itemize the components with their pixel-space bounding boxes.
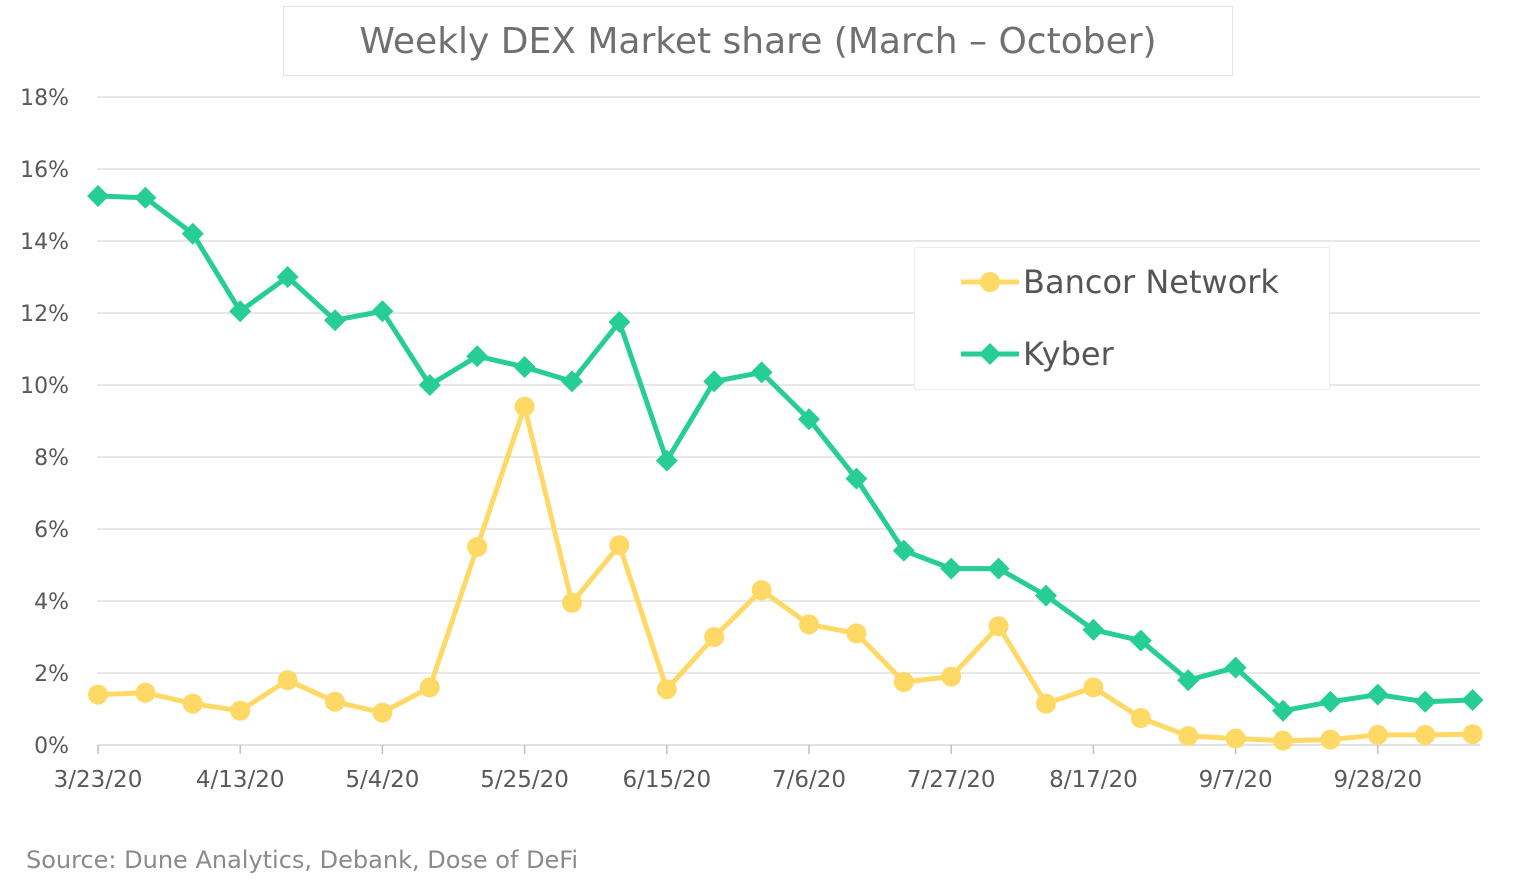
point-bancor-network-12 [656, 679, 677, 700]
source-note: Source: Dune Analytics, Debank, Dose of … [26, 846, 579, 874]
x-axis-tick-labels: 3/23/20 4/13/20 5/4/20 5/25/20 6/15/20 7/6/20… [54, 767, 1422, 793]
point-bancor-network-26 [1320, 729, 1341, 750]
point-kyber-5 [324, 309, 346, 332]
point-kyber-9 [513, 356, 536, 378]
x-tick-label-0: 3/23/20 [54, 767, 143, 793]
series-kyber [87, 185, 1484, 722]
x-tick-label-3: 5/25/20 [480, 767, 569, 793]
y-tick-label-6: 12% [20, 302, 69, 327]
y-tick-label-2: 4% [34, 590, 69, 615]
series-bancor-network [88, 396, 1483, 751]
x-tick-label-4: 6/15/20 [622, 767, 711, 793]
point-bancor-network-29 [1462, 724, 1483, 745]
point-kyber-14 [750, 361, 773, 384]
point-kyber-1 [134, 186, 157, 209]
point-kyber-2 [181, 222, 204, 245]
point-bancor-network-25 [1273, 730, 1293, 751]
x-tick-label-5: 7/6/20 [772, 767, 846, 793]
y-tick-label-9: 18% [20, 86, 69, 111]
point-bancor-network-2 [182, 693, 203, 714]
point-kyber-29 [1461, 689, 1484, 711]
point-bancor-network-19 [988, 616, 1009, 637]
point-kyber-25 [1272, 699, 1294, 722]
point-bancor-network-3 [230, 700, 251, 721]
point-kyber-23 [1177, 669, 1200, 692]
point-bancor-network-0 [88, 684, 108, 705]
legend-label-bancor-network: Bancor Network [1023, 263, 1279, 301]
y-tick-label-3: 6% [34, 518, 69, 543]
y-tick-label-5: 10% [20, 374, 69, 399]
point-bancor-network-18 [941, 666, 962, 687]
point-bancor-network-20 [1036, 693, 1056, 714]
point-bancor-network-22 [1130, 708, 1151, 728]
point-bancor-network-7 [419, 677, 440, 698]
point-bancor-network-13 [704, 627, 725, 647]
y-axis-tick-labels: 0% 2% 4% 6% 8% 10% 12% 14% 16% 18% [20, 86, 69, 759]
x-axis [97, 744, 1480, 754]
point-kyber-18 [940, 557, 963, 580]
point-bancor-network-9 [514, 396, 535, 417]
point-bancor-network-27 [1367, 724, 1388, 745]
legend-swatch-bancor-network [961, 272, 1019, 292]
point-kyber-16 [845, 467, 868, 490]
point-kyber-19 [987, 557, 1010, 580]
point-bancor-network-21 [1083, 677, 1104, 698]
point-bancor-network-16 [846, 623, 867, 644]
point-kyber-21 [1082, 618, 1105, 641]
point-bancor-network-1 [135, 682, 156, 703]
y-tick-label-8: 16% [20, 158, 69, 183]
point-bancor-network-8 [467, 537, 488, 557]
point-kyber-12 [655, 449, 678, 472]
point-kyber-24 [1224, 656, 1247, 679]
point-bancor-network-24 [1225, 728, 1246, 749]
legend: Bancor Network Kyber [914, 247, 1330, 390]
point-bancor-network-15 [799, 614, 819, 635]
legend-label-kyber: Kyber [1023, 335, 1114, 373]
point-kyber-17 [892, 539, 915, 562]
point-bancor-network-28 [1415, 724, 1436, 745]
point-bancor-network-11 [609, 535, 630, 556]
point-kyber-3 [229, 300, 252, 323]
x-tick-label-2: 5/4/20 [345, 767, 419, 793]
point-kyber-13 [703, 370, 726, 393]
point-kyber-15 [798, 408, 820, 431]
series-layer [87, 185, 1484, 751]
y-tick-label-7: 14% [20, 230, 69, 255]
legend-item-kyber: Kyber [915, 329, 1114, 379]
point-bancor-network-5 [325, 691, 345, 712]
point-kyber-0 [87, 185, 109, 207]
point-bancor-network-23 [1178, 726, 1199, 746]
point-kyber-27 [1366, 683, 1389, 706]
chart-title-box: Weekly DEX Market share (March – October… [283, 6, 1233, 76]
point-kyber-11 [608, 311, 631, 333]
series-line-kyber [97, 193, 1473, 714]
point-bancor-network-6 [372, 702, 393, 723]
point-kyber-28 [1414, 690, 1437, 713]
x-tick-label-7: 8/17/20 [1049, 767, 1138, 793]
y-tick-label-0: 0% [34, 734, 69, 759]
x-tick-label-6: 7/27/20 [907, 767, 996, 793]
point-kyber-8 [466, 345, 489, 368]
legend-swatch-kyber [961, 343, 1019, 365]
point-bancor-network-10 [562, 592, 582, 613]
point-kyber-4 [276, 266, 299, 288]
point-kyber-7 [418, 374, 441, 396]
x-tick-label-1: 4/13/20 [196, 767, 285, 793]
x-tick-label-9: 9/28/20 [1333, 767, 1422, 793]
y-tick-label-1: 2% [34, 662, 69, 687]
point-bancor-network-14 [751, 580, 772, 601]
point-kyber-6 [371, 300, 394, 323]
point-kyber-20 [1035, 584, 1057, 607]
point-kyber-26 [1319, 690, 1342, 713]
point-bancor-network-4 [277, 670, 298, 691]
point-kyber-22 [1129, 629, 1152, 652]
point-bancor-network-17 [893, 672, 914, 692]
y-tick-label-4: 8% [34, 446, 69, 471]
legend-item-bancor-network: Bancor Network [915, 257, 1279, 307]
x-tick-label-8: 9/7/20 [1199, 767, 1273, 793]
chart-title: Weekly DEX Market share (March – October… [359, 20, 1157, 62]
point-kyber-10 [561, 370, 583, 393]
